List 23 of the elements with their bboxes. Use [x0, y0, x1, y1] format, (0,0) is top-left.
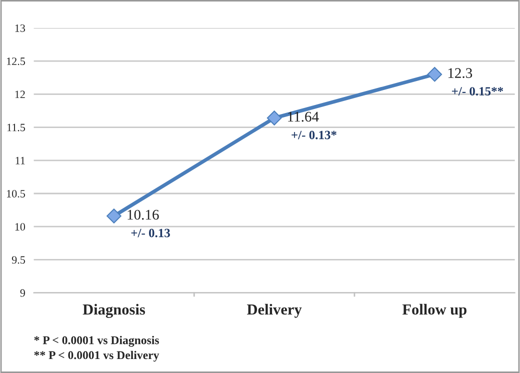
data-label: 11.64 — [288, 112, 319, 122]
text: * P < 0.0001 vs Diagnosis — [34, 336, 159, 347]
annotation: +/- 0.15** — [452, 87, 504, 96]
text: ** P < 0.0001 vs Delivery — [34, 350, 160, 362]
x-tick-label: Follow up — [402, 304, 466, 318]
y-tick-label: 10 — [15, 223, 26, 231]
y-tick-label: 11 — [16, 156, 25, 164]
point — [106, 208, 122, 224]
x-tick-label: Delivery — [246, 304, 302, 318]
y-tick-label: 9.5 — [12, 256, 26, 264]
data-label: 12.3 — [448, 68, 472, 78]
point — [266, 110, 282, 126]
y-tick-label: 13 — [15, 24, 26, 32]
y-tick-label: 10.5 — [7, 190, 26, 198]
y-tick-label: 12.5 — [7, 58, 26, 66]
data-label: 10.16 — [128, 210, 159, 220]
x-tick-label: Diagnosis — [82, 304, 146, 318]
point — [427, 66, 442, 82]
annotation: +/- 0.13* — [292, 130, 336, 140]
y-tick-label: 12 — [15, 90, 25, 98]
annotation: +/- 0.13 — [131, 228, 170, 238]
y-tick-label: 9 — [20, 289, 26, 297]
y-tick-label: 11.5 — [7, 124, 26, 132]
